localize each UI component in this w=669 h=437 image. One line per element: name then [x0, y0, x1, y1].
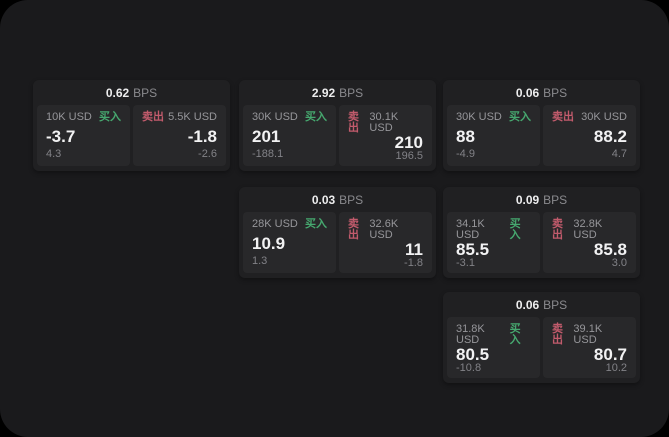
buy-change: -10.8 [456, 362, 482, 374]
sell-tag: 卖出 [552, 218, 563, 241]
sell-tag: 卖出 [348, 218, 359, 241]
buy-change: -188.1 [252, 148, 284, 160]
quote-card: 0.03 BPS 28K USD 买入 10.9 1.3 卖出 32.6K US… [239, 187, 436, 278]
sell-change: -1.8 [404, 257, 423, 269]
buy-tag: 买入 [509, 323, 521, 346]
quote-card: 2.92 BPS 30K USD 买入 201 -188.1 卖出 30.1K … [239, 80, 436, 171]
buy-price: 80.5 [456, 345, 490, 364]
sell-change: 4.7 [611, 148, 627, 160]
sell-change: 196.5 [395, 150, 423, 162]
bps-unit-label: BPS [339, 85, 364, 100]
sell-amount: 30.1K USD [369, 111, 399, 134]
card-header: 0.09 BPS [443, 187, 640, 212]
sell-amount: 32.6K USD [369, 218, 399, 241]
card-header: 0.03 BPS [239, 187, 436, 212]
buy-tag: 买入 [509, 218, 521, 241]
quote-card: 0.06 BPS 31.8K USD 买入 80.5 -10.8 卖出 39.1… [443, 292, 640, 383]
sell-panel[interactable]: 卖出 39.1K USD 80.7 10.2 [543, 317, 636, 378]
buy-tag: 买入 [509, 111, 531, 123]
sell-amount: 39.1K USD [573, 323, 603, 346]
spread-value: 0.62 [105, 85, 130, 100]
card-body: 10K USD 买入 -3.7 4.3 卖出 5.5K USD -1.8 -2.… [33, 105, 230, 166]
sell-tag: 卖出 [142, 111, 164, 123]
sell-price: 85.8 [593, 240, 627, 259]
buy-tag: 买入 [305, 111, 327, 123]
buy-tag: 买入 [305, 218, 327, 230]
sell-amount: 32.8K USD [573, 218, 603, 241]
spread-value: 0.06 [515, 297, 540, 312]
bps-unit-label: BPS [543, 192, 568, 207]
sell-amount: 5.5K USD [168, 111, 217, 123]
card-body: 28K USD 买入 10.9 1.3 卖出 32.6K USD 11 -1.8 [239, 212, 436, 273]
buy-tag: 买入 [99, 111, 121, 123]
bps-unit-label: BPS [543, 85, 568, 100]
sell-amount: 30K USD [581, 111, 627, 123]
sell-panel[interactable]: 卖出 30K USD 88.2 4.7 [543, 105, 636, 166]
buy-amount: 30K USD [456, 111, 502, 123]
spread-value: 2.92 [311, 85, 336, 100]
spread-value: 0.03 [311, 192, 336, 207]
buy-price: 85.5 [456, 240, 490, 259]
buy-price: 10.9 [252, 233, 286, 253]
buy-change: 1.3 [252, 255, 268, 267]
buy-change: -4.9 [456, 148, 475, 160]
sell-price: 210 [394, 133, 423, 152]
buy-panel[interactable]: 30K USD 买入 201 -188.1 [243, 105, 336, 166]
buy-panel[interactable]: 28K USD 买入 10.9 1.3 [243, 212, 336, 273]
card-header: 0.62 BPS [33, 80, 230, 105]
sell-change: 10.2 [605, 362, 627, 374]
buy-panel[interactable]: 31.8K USD 买入 80.5 -10.8 [447, 317, 540, 378]
buy-price: -3.7 [46, 126, 76, 146]
bps-unit-label: BPS [339, 192, 364, 207]
sell-panel[interactable]: 卖出 32.8K USD 85.8 3.0 [543, 212, 636, 273]
quote-card: 0.09 BPS 34.1K USD 买入 85.5 -3.1 卖出 32.8K… [443, 187, 640, 278]
sell-change: -2.6 [198, 148, 217, 160]
buy-amount: 34.1K USD [456, 218, 485, 241]
card-body: 30K USD 买入 201 -188.1 卖出 30.1K USD 210 1… [239, 105, 436, 166]
sell-panel[interactable]: 卖出 32.6K USD 11 -1.8 [339, 212, 432, 273]
buy-change: -3.1 [456, 257, 475, 269]
quote-card: 0.62 BPS 10K USD 买入 -3.7 4.3 卖出 5.5K USD… [33, 80, 230, 171]
sell-tag: 卖出 [552, 323, 563, 346]
card-header: 0.06 BPS [443, 80, 640, 105]
buy-panel[interactable]: 34.1K USD 买入 85.5 -3.1 [447, 212, 540, 273]
quote-card: 0.06 BPS 30K USD 买入 88 -4.9 卖出 30K USD 8… [443, 80, 640, 171]
sell-price: -1.8 [187, 126, 217, 146]
sell-panel[interactable]: 卖出 30.1K USD 210 196.5 [339, 105, 432, 166]
buy-amount: 30K USD [252, 111, 298, 123]
sell-tag: 卖出 [552, 111, 574, 123]
sell-tag: 卖出 [348, 111, 359, 134]
sell-price: 88.2 [593, 126, 627, 146]
sell-panel[interactable]: 卖出 5.5K USD -1.8 -2.6 [133, 105, 226, 166]
buy-amount: 31.8K USD [456, 323, 485, 346]
sell-change: 3.0 [611, 257, 627, 269]
card-body: 30K USD 买入 88 -4.9 卖出 30K USD 88.2 4.7 [443, 105, 640, 166]
card-header: 0.06 BPS [443, 292, 640, 317]
card-body: 31.8K USD 买入 80.5 -10.8 卖出 39.1K USD 80.… [443, 317, 640, 378]
spread-value: 0.06 [515, 85, 540, 100]
sell-price: 11 [405, 240, 423, 259]
sell-price: 80.7 [593, 345, 627, 364]
buy-amount: 10K USD [46, 111, 92, 123]
spread-value: 0.09 [515, 192, 540, 207]
bps-unit-label: BPS [543, 297, 568, 312]
buy-price: 201 [252, 126, 281, 146]
buy-change: 4.3 [46, 148, 62, 160]
buy-amount: 28K USD [252, 218, 298, 230]
buy-panel[interactable]: 30K USD 买入 88 -4.9 [447, 105, 540, 166]
buy-panel[interactable]: 10K USD 买入 -3.7 4.3 [37, 105, 130, 166]
card-header: 2.92 BPS [239, 80, 436, 105]
card-body: 34.1K USD 买入 85.5 -3.1 卖出 32.8K USD 85.8… [443, 212, 640, 273]
bps-unit-label: BPS [133, 85, 158, 100]
buy-price: 88 [456, 126, 475, 146]
